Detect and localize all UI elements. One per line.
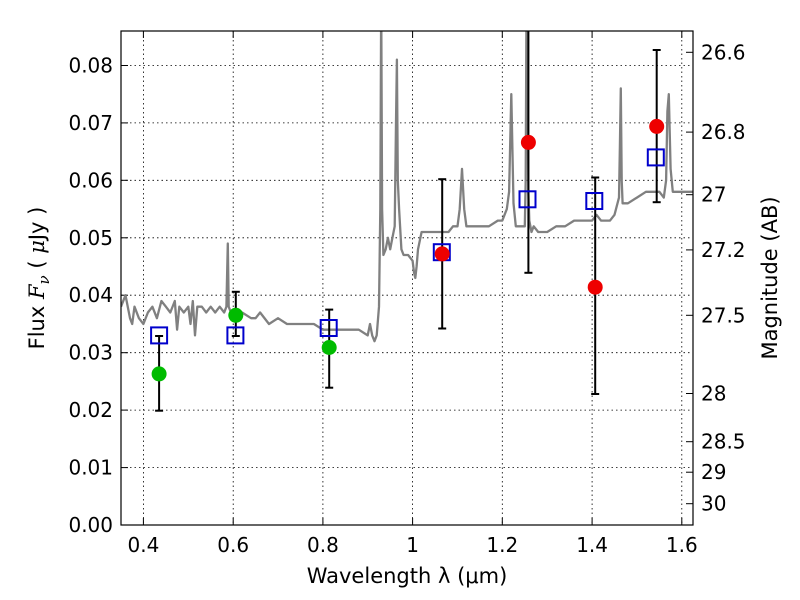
x-tick-label: 1 bbox=[406, 533, 419, 557]
y-tick-label: 0.05 bbox=[68, 226, 113, 250]
observed-point bbox=[520, 134, 536, 150]
observed-point bbox=[587, 279, 603, 295]
x-tick-label: 0.8 bbox=[307, 533, 339, 557]
right-tick-label: 29 bbox=[701, 460, 726, 484]
right-tick-label: 27 bbox=[701, 183, 726, 207]
y-tick-label: 0.06 bbox=[68, 168, 113, 192]
right-tick-label: 26.6 bbox=[701, 40, 746, 64]
right-tick-label: 28 bbox=[701, 382, 726, 406]
data-points bbox=[150, 118, 665, 382]
spectrum-series bbox=[121, 31, 693, 343]
model-point bbox=[646, 148, 665, 167]
y-axis-label: Flux Fν ( μJy ) bbox=[25, 207, 53, 350]
y-tick-label: 0.08 bbox=[68, 54, 113, 78]
model-point bbox=[226, 326, 245, 345]
y-tick-label: 0.00 bbox=[68, 513, 113, 537]
model-point bbox=[518, 190, 537, 209]
y-tick-label: 0.03 bbox=[68, 341, 113, 365]
observed-point bbox=[151, 366, 167, 382]
observed-point bbox=[228, 307, 244, 323]
y-tick-label: 0.01 bbox=[68, 456, 113, 480]
y-axis-label-unit-mu: μ bbox=[25, 240, 49, 254]
y-axis-label-symbol: F bbox=[25, 283, 49, 300]
y-tick-label: 0.07 bbox=[68, 111, 113, 135]
x-tick-label: 0.4 bbox=[127, 533, 159, 557]
observed-point bbox=[649, 118, 665, 134]
right-axis-label: Magnitude (AB) bbox=[758, 196, 782, 359]
model-point bbox=[150, 326, 169, 345]
plot-frame bbox=[120, 30, 694, 526]
right-tick-label: 28.5 bbox=[701, 430, 746, 454]
y-tick-label: 0.04 bbox=[68, 283, 113, 307]
x-tick-label: 0.6 bbox=[217, 533, 249, 557]
y-axis-label-subscript: ν bbox=[35, 275, 53, 284]
x-tick-label: 1.4 bbox=[576, 533, 608, 557]
spectrum-line bbox=[121, 31, 693, 343]
right-tick-label: 27.5 bbox=[701, 303, 746, 327]
model-point bbox=[319, 319, 338, 337]
axis-ticks: 0.4 0.6 0.8 1 1.2 1.4 1.6 0.00 0.01 0.02 0.03 0.04 0… bbox=[68, 31, 746, 557]
error-bars bbox=[155, 31, 661, 412]
y-axis-label-unit-rest: Jy ) bbox=[25, 207, 49, 243]
y-axis-label-unit-open: ( bbox=[25, 254, 49, 276]
observed-point bbox=[321, 340, 337, 355]
x-tick-label: 1.6 bbox=[666, 533, 698, 557]
observed-point bbox=[434, 246, 450, 262]
y-axis-label-main: Flux bbox=[25, 299, 49, 349]
right-tick-label: 27.2 bbox=[701, 238, 746, 262]
right-tick-label: 26.8 bbox=[701, 120, 746, 144]
y-tick-label: 0.02 bbox=[68, 398, 113, 422]
right-tick-label: 30 bbox=[701, 492, 726, 516]
x-axis-label: Wavelength λ (μm) bbox=[307, 564, 508, 588]
grid bbox=[121, 31, 693, 526]
model-point bbox=[585, 192, 604, 210]
x-tick-label: 1.2 bbox=[486, 533, 518, 557]
